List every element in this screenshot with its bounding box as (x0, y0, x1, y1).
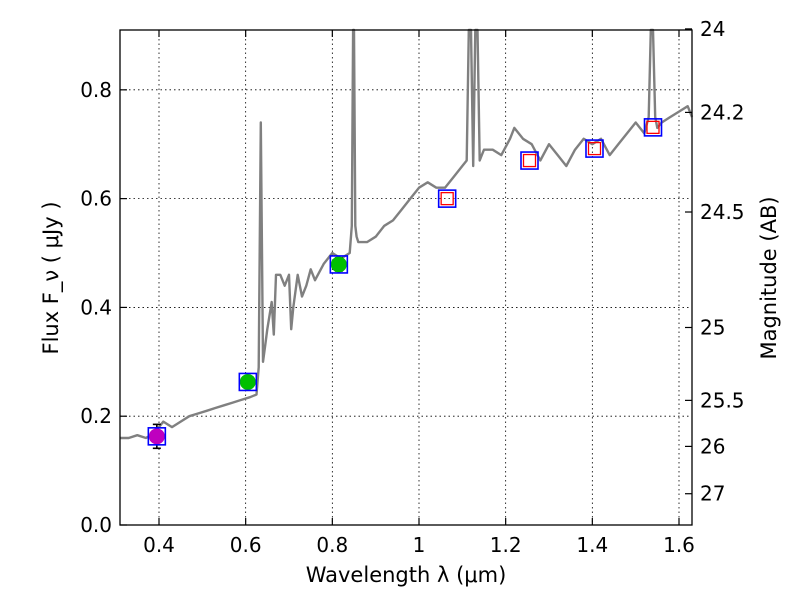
x-tick-label: 0.6 (230, 533, 262, 557)
x-tick-label: 1.4 (576, 533, 608, 557)
y-tick-label: 0.2 (80, 404, 112, 428)
magnitude-tick-label: 25.5 (700, 388, 745, 412)
y-tick-label: 0.8 (80, 78, 112, 102)
magnitude-tick-label: 24 (700, 17, 725, 41)
model-square (587, 141, 602, 156)
y-tick-labels: 0.0 0.2 0.4 0.6 0.8 (80, 78, 112, 537)
magnitude-tick-label: 27 (700, 482, 725, 506)
photometry-dot (148, 428, 165, 445)
photometry-box (643, 118, 663, 137)
photometry-point (585, 139, 604, 158)
x-axis-label: Wavelength λ (μm) (306, 563, 507, 587)
photometry-point (329, 255, 349, 274)
x-tick-label: 1.6 (663, 533, 695, 557)
axis-ticks (120, 28, 692, 526)
x-tick-label: 0.8 (316, 533, 348, 557)
x-tick-label: 1.2 (490, 533, 522, 557)
photometry-box (329, 255, 349, 274)
photometry-box (585, 139, 604, 158)
model-square (522, 153, 537, 168)
x-tick-label: 1 (413, 533, 426, 557)
y-tick-label: 0.6 (80, 187, 112, 211)
magnitude-tick-label: 24.2 (700, 100, 745, 124)
model-square (440, 191, 454, 206)
y-tick-label: 0.0 (80, 513, 112, 537)
x-tick-label: 0.4 (143, 533, 175, 557)
photometry-point (147, 423, 167, 450)
photometry-box (520, 151, 539, 170)
magnitude-tick-label: 24.5 (700, 200, 745, 224)
magnitude-tick-label: 26 (700, 434, 725, 458)
photometry-box (147, 427, 167, 446)
photometry-point (520, 151, 539, 170)
magnitude-tick-labels: 24 24.2 24.5 25 25.5 26 27 (700, 17, 745, 506)
photometry-dot (330, 256, 347, 273)
photometry-point (437, 189, 457, 208)
photometry-point (643, 118, 663, 137)
grid-lines (120, 30, 692, 525)
magnitude-axis-label: Magnitude (AB) (757, 196, 781, 359)
photometry-box (238, 372, 258, 392)
y-axis-label: Flux F_ν ( μJy ) (39, 201, 64, 354)
y-tick-label: 0.4 (80, 295, 112, 319)
photometry-points (147, 118, 663, 450)
x-tick-labels: 0.4 0.6 0.8 1 1.2 1.4 1.6 (143, 533, 695, 557)
plot-frame (119, 29, 693, 526)
model-square (646, 120, 660, 135)
photometry-box (437, 189, 457, 208)
photometry-point (238, 372, 258, 392)
photometry-dot (239, 373, 256, 390)
magnitude-tick-label: 25 (700, 315, 725, 339)
